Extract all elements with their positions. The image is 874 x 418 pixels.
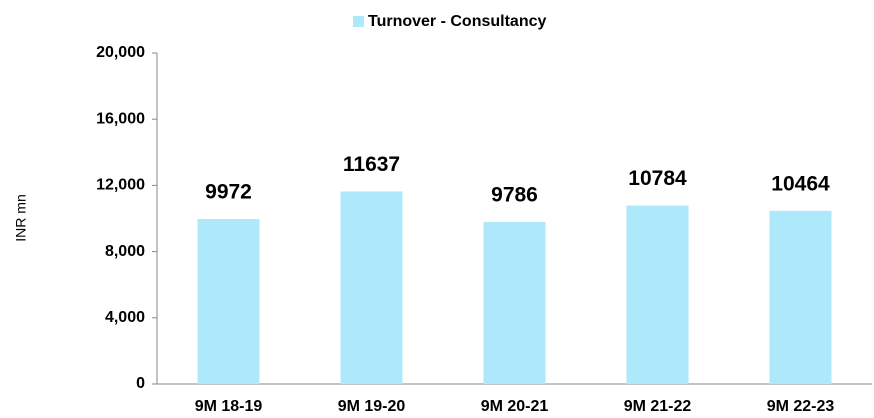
bar xyxy=(483,222,546,384)
y-axis-label: INR mn xyxy=(13,194,29,241)
x-tick-label: 9M 21-22 xyxy=(624,398,692,415)
x-tick-label: 9M 22-23 xyxy=(767,398,835,415)
y-tick-label: 16,000 xyxy=(96,110,145,127)
y-tick-label: 4,000 xyxy=(105,309,145,326)
data-label: 11637 xyxy=(343,153,400,176)
data-label: 9786 xyxy=(491,184,538,207)
y-tick-label: 20,000 xyxy=(96,44,145,61)
y-tick-label: 0 xyxy=(136,375,145,392)
data-label: 9972 xyxy=(205,181,252,204)
data-label: 10464 xyxy=(771,172,830,195)
y-tick-label: 8,000 xyxy=(105,243,145,260)
bar xyxy=(769,210,832,384)
y-tick-label: 12,000 xyxy=(96,177,145,194)
bar xyxy=(626,205,689,384)
bar xyxy=(197,218,260,384)
legend-swatch xyxy=(353,16,364,27)
x-tick-label: 9M 19-20 xyxy=(338,398,406,415)
x-tick-label: 9M 20-21 xyxy=(481,398,549,415)
bar xyxy=(340,191,403,384)
data-label: 10784 xyxy=(628,167,687,190)
legend-label: Turnover - Consultancy xyxy=(368,13,546,30)
x-tick-label: 9M 18-19 xyxy=(195,398,263,415)
